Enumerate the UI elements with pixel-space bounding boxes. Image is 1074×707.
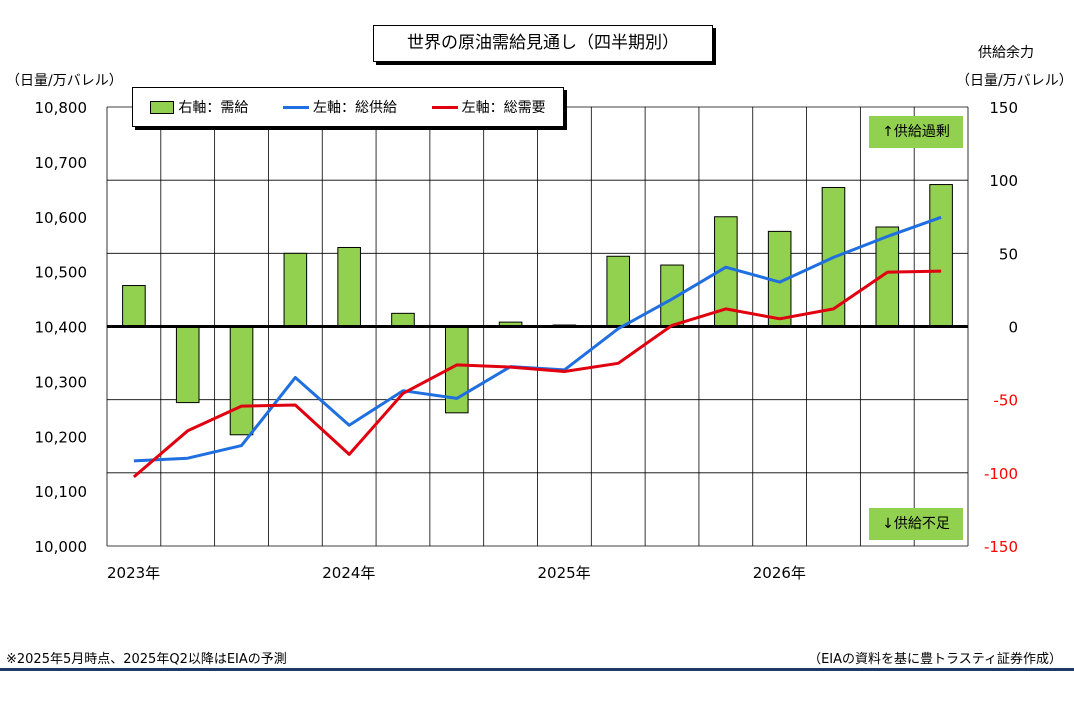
- legend-item-balance: 右軸：需給: [150, 97, 248, 117]
- line-series: [132, 215, 942, 479]
- left-tick-label: 10,400: [35, 319, 88, 337]
- legend-label-balance: 右軸：需給: [178, 100, 249, 116]
- footer-source: （EIAの資料を基に豊トラスティ証券作成）: [808, 652, 1062, 667]
- bar-balance: [229, 326, 254, 436]
- right-axis-title: 供給余力: [978, 45, 1034, 61]
- deficit-badge: ↓供給不足: [869, 508, 963, 540]
- right-axis-unit: （日量/万バレル）: [956, 73, 1073, 89]
- left-tick-label: 10,200: [35, 428, 88, 446]
- right-tick-label: -100: [984, 465, 1018, 483]
- demand-line: [132, 269, 942, 479]
- legend-label-demand: 左軸：総需要: [461, 100, 546, 116]
- bar-balance: [391, 312, 415, 327]
- x-tick-label: 2023年: [107, 564, 160, 582]
- chart-title: 世界の原油需給見通し（四半期別）: [373, 25, 713, 62]
- legend-demand-swatch: [431, 105, 458, 109]
- legend-supply-swatch: [282, 105, 309, 109]
- bar-balance: [337, 246, 361, 327]
- right-tick-label: -50: [994, 392, 1019, 410]
- bar-balance: [175, 326, 200, 404]
- right-tick-label: -150: [984, 538, 1018, 556]
- legend-label-supply: 左軸：総供給: [312, 100, 397, 116]
- legend-item-supply: 左軸：総供給: [282, 97, 397, 117]
- axes: 10,000 10,100 10,200 10,300 10,400 10,500 10,6…: [35, 99, 1019, 582]
- left-tick-label: 10,800: [35, 99, 88, 117]
- left-tick-label: 10,100: [35, 483, 88, 501]
- legend-bar-swatch: [150, 100, 175, 114]
- left-tick-label: 10,600: [35, 209, 88, 227]
- bar-balance: [283, 252, 308, 327]
- bar-balance: [606, 255, 631, 328]
- right-tick-label: 100: [989, 172, 1018, 190]
- footer-note: ※2025年5月時点、2025年Q2以降はEIAの予測: [6, 652, 287, 667]
- left-tick-label: 10,700: [35, 154, 88, 172]
- x-tick-label: 2026年: [753, 564, 806, 582]
- right-tick-label: 50: [999, 245, 1018, 263]
- bar-balance: [929, 184, 953, 327]
- bar-balance: [122, 285, 146, 328]
- x-tick-label: 2024年: [322, 564, 375, 582]
- left-tick-label: 10,300: [35, 373, 88, 391]
- surplus-badge: ↑供給過剰: [869, 116, 963, 148]
- legend-item-demand: 左軸：総需要: [431, 97, 546, 117]
- footer-rule: [0, 668, 1074, 671]
- chart-legend: 右軸：需給 左軸：総供給 左軸：総需要: [132, 87, 564, 127]
- left-tick-label: 10,500: [35, 264, 88, 282]
- x-tick-label: 2025年: [538, 564, 591, 582]
- right-tick-label: 0: [1008, 319, 1018, 337]
- right-tick-label: 150: [989, 99, 1018, 117]
- left-tick-label: 10,000: [35, 538, 88, 556]
- left-axis-unit: （日量/万バレル）: [6, 73, 123, 89]
